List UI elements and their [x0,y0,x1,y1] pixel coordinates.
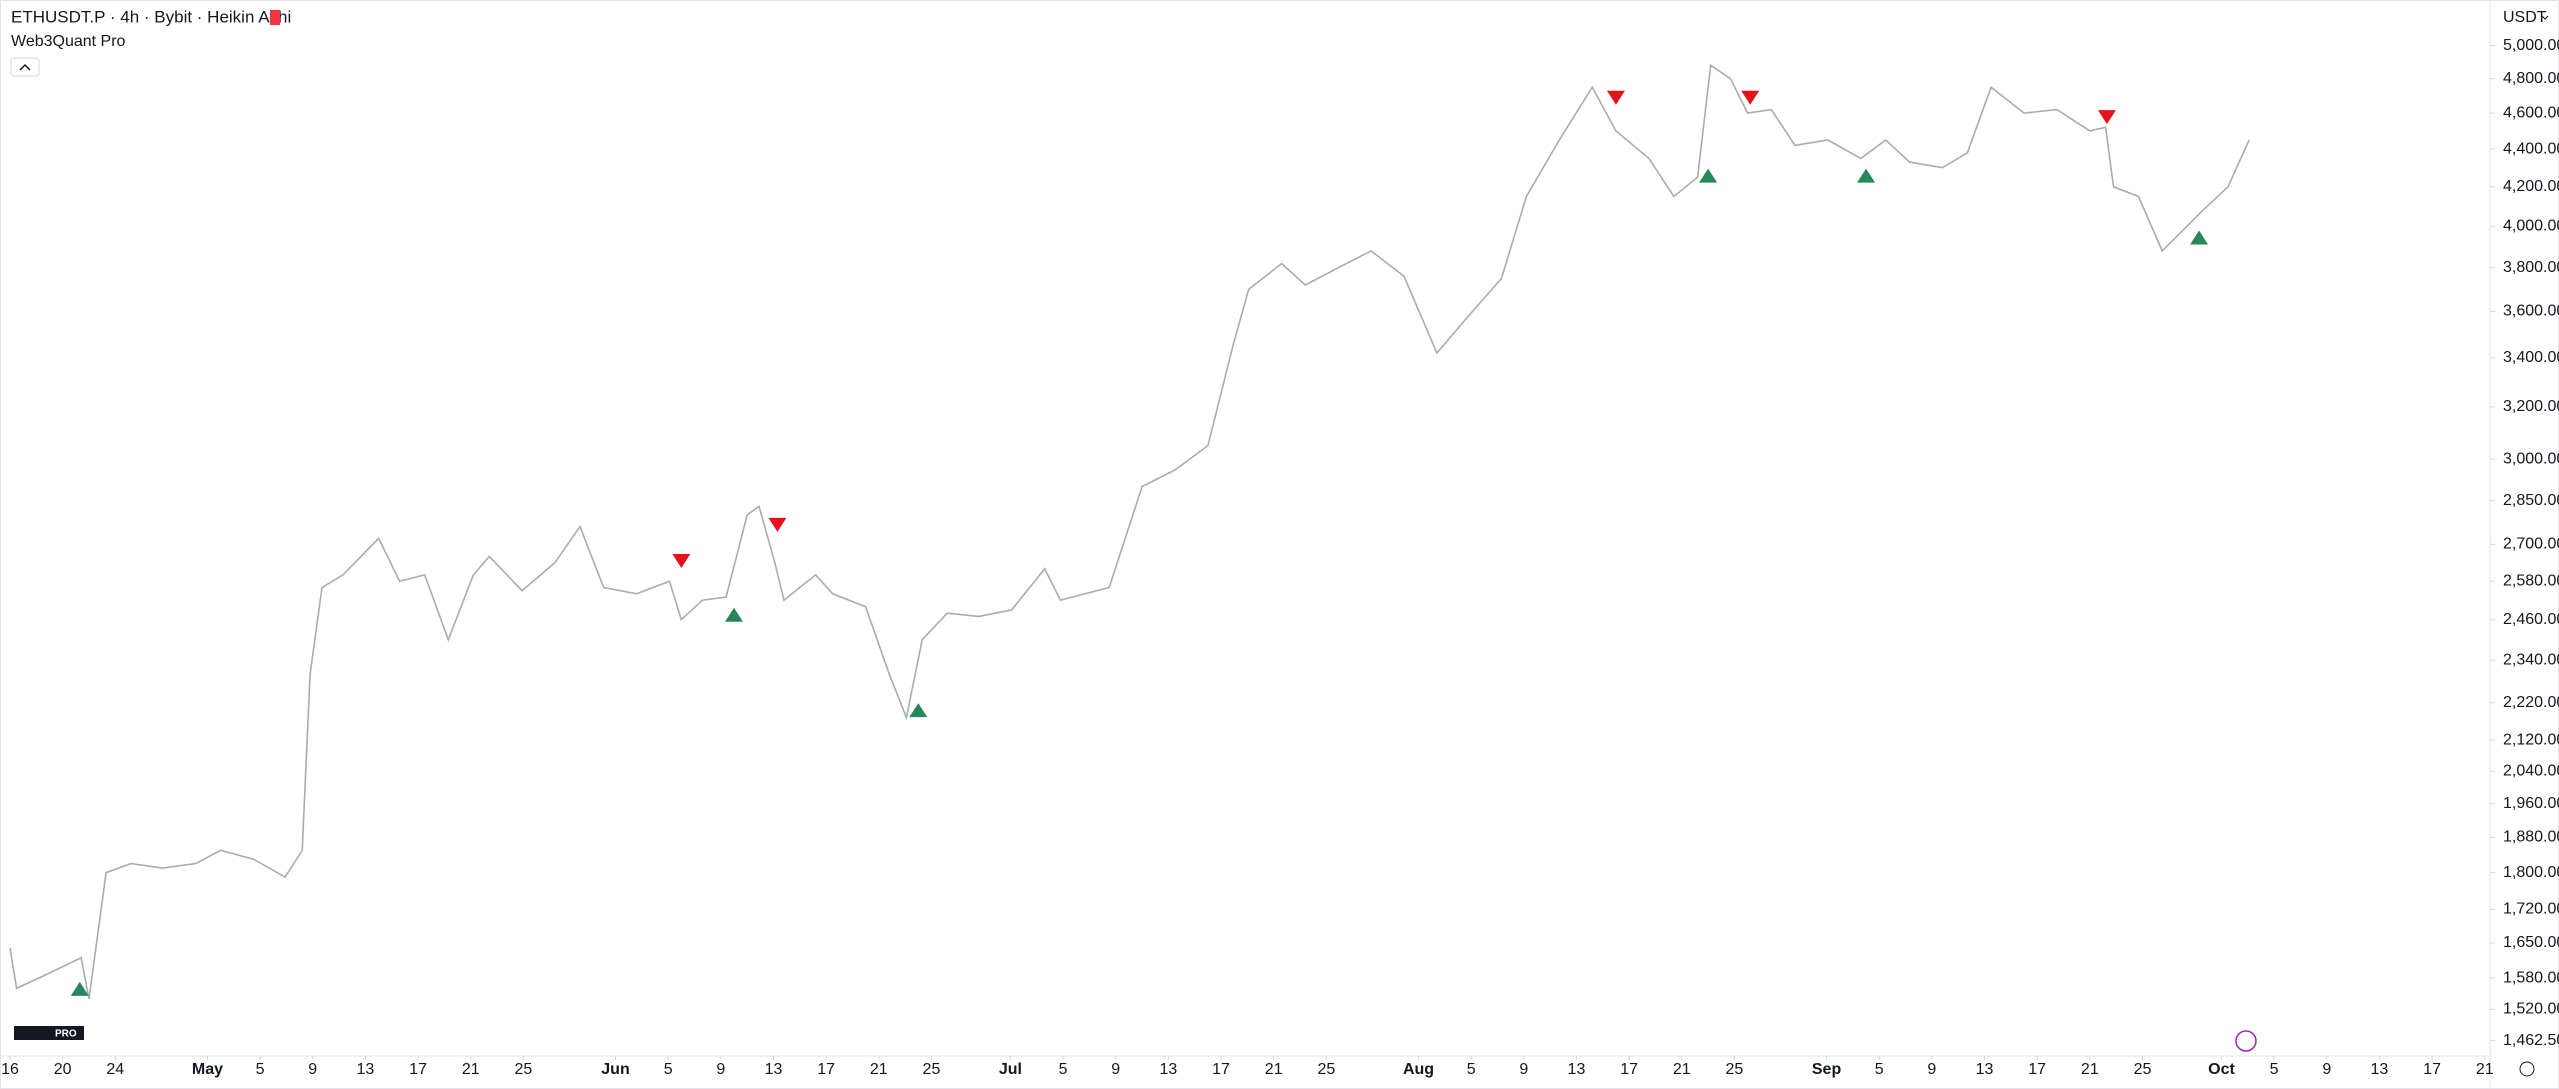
y-tick-label: 3,000.00 [2503,450,2559,467]
y-tick-label: 2,580.00 [2503,572,2559,589]
sell-signal [2097,110,2116,125]
currency-selector[interactable]: USDT [2503,9,2547,26]
x-tick-label: 5 [1059,1061,1068,1078]
collapse-icon [19,63,31,71]
y-tick-label: 1,462.50 [2503,1032,2559,1049]
x-tick-label: 13 [2371,1061,2389,1078]
x-tick-label: 9 [308,1061,317,1078]
y-tick-label: 2,700.00 [2503,536,2559,553]
x-tick-label: 24 [106,1061,124,1078]
y-tick-label: 4,000.00 [2503,217,2559,234]
x-tick-label: 13 [765,1061,783,1078]
x-tick-label: 5 [2270,1061,2279,1078]
x-tick-label: 17 [817,1061,835,1078]
x-tick-label: 13 [1568,1061,1586,1078]
x-tick-label: 21 [2476,1061,2494,1078]
x-tick-label: Jun [601,1061,629,1078]
currency-caret [2541,15,2549,20]
settings-button[interactable] [2519,1061,2535,1077]
indicator-name: Web3Quant Pro [11,33,126,50]
logo-text: PRO [55,1029,77,1040]
y-tick-label: 3,200.00 [2503,398,2559,415]
x-tick-label: Sep [1812,1061,1842,1078]
y-tick-label: 3,600.00 [2503,303,2559,320]
y-tick-label: 4,800.00 [2503,70,2559,87]
x-tick-label: 25 [923,1061,941,1078]
collapse-button[interactable] [10,57,40,77]
y-tick-label: 4,400.00 [2503,140,2559,157]
x-tick-label: Oct [2208,1061,2235,1078]
x-tick-label: 16 [1,1061,19,1078]
y-tick-label: 2,220.00 [2503,694,2559,711]
x-tick-label: 25 [1726,1061,1744,1078]
x-tick-label: 17 [2423,1061,2441,1078]
x-tick-label: 17 [1620,1061,1638,1078]
y-tick-label: 2,460.00 [2503,611,2559,628]
chart-title: ETHUSDT.P · 4h · Bybit · Heikin Ashi [11,7,291,26]
x-tick-label: 9 [1519,1061,1528,1078]
x-tick-label: 17 [2028,1061,2046,1078]
y-tick-label: 3,800.00 [2503,259,2559,276]
x-tick-label: 25 [514,1061,532,1078]
x-tick-label: 25 [2134,1061,2152,1078]
x-tick-label: 21 [1673,1061,1691,1078]
sell-signal [672,554,691,569]
x-tick-label: 21 [462,1061,480,1078]
y-tick-label: 1,880.00 [2503,829,2559,846]
y-tick-label: 2,040.00 [2503,762,2559,779]
x-tick-label: 9 [1111,1061,1120,1078]
x-tick-label: 5 [1875,1061,1884,1078]
x-tick-label: Jul [999,1061,1022,1078]
y-tick-label: 1,650.00 [2503,934,2559,951]
y-tick-label: 4,200.00 [2503,178,2559,195]
buy-signal [2190,230,2209,245]
y-tick-label: 1,720.00 [2503,901,2559,918]
x-tick-label: 21 [1265,1061,1283,1078]
buy-signal [1857,168,1876,183]
price-line [9,63,2250,999]
x-tick-label: 13 [1976,1061,1994,1078]
x-tick-label: 21 [870,1061,888,1078]
y-tick-label: 3,400.00 [2503,349,2559,366]
y-tick-label: 2,340.00 [2503,651,2559,668]
buy-signal [724,607,743,622]
x-tick-label: 13 [1159,1061,1177,1078]
x-tick-label: 20 [54,1061,72,1078]
x-tick-label: 21 [2081,1061,2099,1078]
x-tick-label: Aug [1403,1061,1434,1078]
x-tick-label: 25 [1317,1061,1335,1078]
x-tick-label: 9 [2322,1061,2331,1078]
y-tick-label: 1,800.00 [2503,864,2559,881]
x-tick-label: 13 [357,1061,375,1078]
y-tick-label: 4,600.00 [2503,104,2559,121]
sell-signal [1741,90,1760,105]
x-tick-label: 5 [664,1061,673,1078]
flag-icon[interactable] [270,10,280,25]
y-tick-label: 1,960.00 [2503,795,2559,812]
y-tick-label: 1,580.00 [2503,969,2559,986]
x-tick-label: 17 [1212,1061,1230,1078]
buy-signal [70,981,89,996]
sell-signal [1606,90,1625,105]
x-tick-label: 17 [409,1061,427,1078]
lightning-button[interactable] [2235,1030,2257,1052]
logo[interactable] [14,1026,84,1040]
buy-signal [909,703,928,718]
x-tick-label: 5 [1467,1061,1476,1078]
x-tick-label: 9 [716,1061,725,1078]
sell-signal [768,517,787,532]
x-tick-label: 9 [1927,1061,1936,1078]
y-tick-label: 2,850.00 [2503,492,2559,509]
x-tick-label: 5 [256,1061,265,1078]
y-tick-label: 5,000.00 [2503,37,2559,54]
y-tick-label: 2,120.00 [2503,731,2559,748]
x-tick-label: May [192,1061,223,1078]
buy-signal [1699,168,1718,183]
y-tick-label: 1,520.00 [2503,1001,2559,1018]
